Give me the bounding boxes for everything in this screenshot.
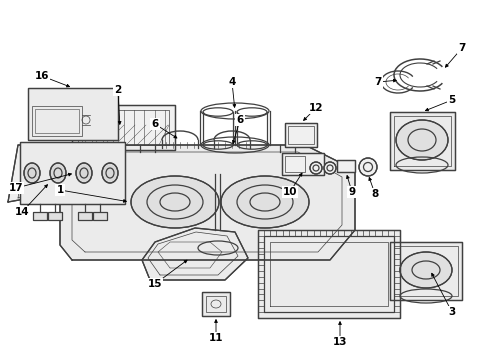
- Ellipse shape: [310, 162, 322, 174]
- Polygon shape: [72, 105, 175, 150]
- Text: 6: 6: [151, 119, 159, 129]
- Bar: [48, 212, 62, 220]
- Ellipse shape: [131, 176, 219, 228]
- Bar: [337, 160, 355, 172]
- Text: 14: 14: [15, 207, 29, 217]
- Bar: [20, 142, 125, 204]
- Polygon shape: [390, 112, 455, 170]
- Ellipse shape: [24, 163, 40, 183]
- Ellipse shape: [221, 176, 309, 228]
- Ellipse shape: [50, 163, 66, 183]
- Ellipse shape: [76, 163, 92, 183]
- Ellipse shape: [396, 120, 448, 160]
- Bar: [33, 212, 47, 220]
- Bar: [282, 153, 324, 175]
- Ellipse shape: [324, 162, 336, 174]
- Polygon shape: [390, 242, 462, 300]
- Bar: [202, 292, 230, 316]
- Ellipse shape: [102, 163, 118, 183]
- Text: 15: 15: [148, 279, 162, 289]
- Bar: [20, 142, 125, 204]
- Polygon shape: [142, 228, 248, 280]
- Text: 7: 7: [458, 43, 466, 53]
- Text: 7: 7: [374, 77, 382, 87]
- Bar: [202, 292, 230, 316]
- Bar: [78, 212, 92, 220]
- Ellipse shape: [359, 158, 377, 176]
- Text: 10: 10: [283, 187, 297, 197]
- Bar: [32, 106, 82, 136]
- Bar: [78, 212, 92, 220]
- Text: 8: 8: [371, 189, 379, 199]
- Text: 9: 9: [348, 187, 356, 197]
- Text: 6: 6: [236, 115, 244, 125]
- Ellipse shape: [400, 252, 452, 288]
- Text: 16: 16: [35, 71, 49, 81]
- Bar: [285, 123, 317, 147]
- Bar: [28, 88, 118, 140]
- Bar: [288, 126, 314, 144]
- Text: 12: 12: [309, 103, 323, 113]
- Bar: [337, 160, 355, 172]
- Bar: [93, 212, 107, 220]
- Bar: [285, 123, 317, 147]
- Bar: [35, 109, 79, 133]
- Bar: [206, 296, 226, 312]
- Text: 4: 4: [228, 77, 236, 87]
- Bar: [285, 156, 305, 172]
- Text: 17: 17: [9, 183, 24, 193]
- Bar: [282, 153, 324, 175]
- Polygon shape: [8, 145, 95, 202]
- Text: 5: 5: [448, 95, 456, 105]
- Bar: [33, 212, 47, 220]
- Bar: [93, 212, 107, 220]
- Text: 1: 1: [56, 185, 64, 195]
- Text: 13: 13: [333, 337, 347, 347]
- Text: 11: 11: [209, 333, 223, 343]
- Bar: [48, 212, 62, 220]
- Text: 2: 2: [114, 85, 122, 95]
- Polygon shape: [258, 230, 400, 318]
- Polygon shape: [60, 145, 355, 260]
- Text: 3: 3: [448, 307, 456, 317]
- Bar: [28, 88, 118, 140]
